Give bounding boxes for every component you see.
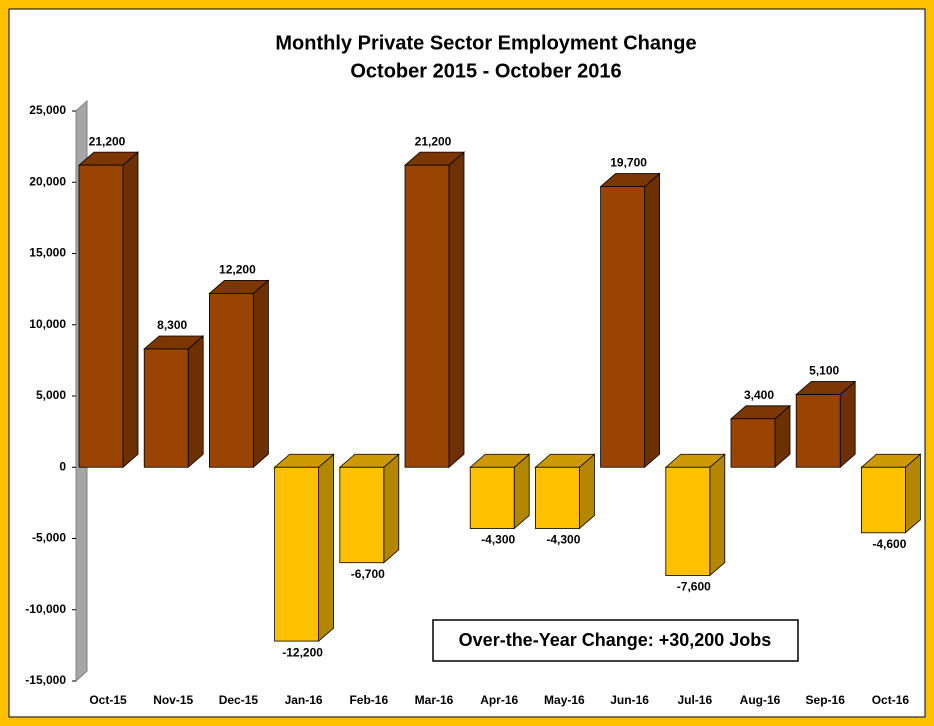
bar [664,453,726,577]
annotation: Over-the-Year Change: +30,200 Jobs [459,630,772,650]
bar [77,151,140,469]
y-tick-label: 5,000 [36,388,66,402]
x-tick-label: Jan-16 [285,693,323,707]
bar-front [730,418,776,468]
bar-side [187,335,204,469]
bar-front [861,466,906,534]
data-label: -12,200 [282,645,323,659]
y-tick-label: 10,000 [29,317,66,331]
x-tick-label: Jun-16 [610,693,649,707]
bar [860,453,922,534]
x-tick-label: Aug-16 [740,693,781,707]
x-tick-label: Apr-16 [480,693,518,707]
data-label: -4,300 [546,533,580,547]
x-tick-label: Nov-15 [153,693,193,707]
y-tick-label: 20,000 [29,174,66,188]
bar-front [600,186,645,468]
bar-side [318,453,335,642]
data-label: 3,400 [744,388,774,402]
bar-side [905,453,921,534]
bar-front [404,164,450,468]
data-label: -7,600 [677,580,711,594]
x-tick-label: Sep-16 [806,693,846,707]
bar-side [709,453,726,577]
x-tick-label: Mar-16 [415,693,454,707]
chart-subtitle: October 2015 - October 2016 [350,60,621,82]
x-tick-label: May-16 [544,693,585,707]
y-tick-label: -5,000 [32,531,66,545]
bar [273,453,335,642]
x-tick-label: Jul-16 [677,693,712,707]
bar [795,380,857,469]
data-label: 21,200 [89,134,126,148]
bar-front [78,164,124,468]
bar-side [644,172,660,469]
bar-side [122,151,139,469]
bar [338,453,400,564]
bar-front [535,466,580,529]
bar [403,151,466,469]
bar [143,335,205,469]
y-tick-label: 15,000 [29,246,66,260]
bar [469,453,531,530]
data-label: -4,300 [481,533,515,547]
x-tick-label: Dec-15 [219,693,259,707]
data-label: 19,700 [610,156,647,170]
bar-side [252,279,269,469]
y-tick-label: -10,000 [25,602,66,616]
bar-front [274,466,320,642]
data-label: -6,700 [351,567,385,581]
data-label: 8,300 [157,318,187,332]
y-tick-label: -15,000 [25,673,66,687]
data-label: 12,200 [219,263,256,277]
y-tick-label: 25,000 [29,103,66,117]
data-label: -4,600 [872,537,906,551]
x-tick-label: Oct-15 [89,693,127,707]
bar-side [448,151,465,469]
bar [208,279,270,469]
bar-front [208,292,254,468]
bar-side [383,453,400,564]
bar [534,453,596,530]
bar-side [839,380,856,469]
bar [599,172,661,469]
bar-front [469,466,515,529]
bar-front [665,466,711,576]
data-label: 5,100 [809,364,839,378]
bar-front [339,466,385,564]
chart-title: Monthly Private Sector Employment Change [275,32,696,54]
x-tick-label: Oct-16 [872,693,910,707]
annotation-box [432,619,799,662]
bar [729,404,792,469]
x-tick-label: Feb-16 [349,693,388,707]
bar-front [143,348,189,468]
plot-area: -15,000 -10,000 -5,000 0 5,000 10,000 15,000 20… [25,99,922,707]
y-tick-label: 0 [59,459,66,473]
data-label: 21,200 [415,134,452,148]
bar-front [795,394,841,468]
